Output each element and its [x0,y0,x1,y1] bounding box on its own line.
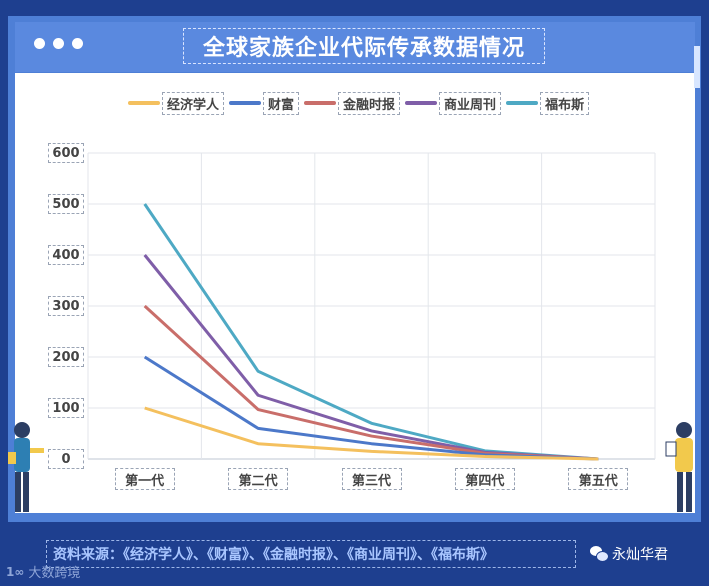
x-tick-label: 第二代 [228,468,289,490]
series-line [143,304,599,461]
y-tick-label: 100 [48,398,84,418]
series-line [144,406,599,461]
legend-swatch [405,101,438,105]
legend-item: 经济学人 [128,91,225,115]
y-tick-label: 0 [48,449,84,469]
x-tick-label: 第四代 [454,468,515,490]
wechat-icon [590,546,609,562]
y-tick-label: 400 [48,245,84,265]
legend-label: 财富 [263,91,300,115]
x-tick-label: 第三代 [341,468,402,490]
y-tick-label: 500 [48,194,84,214]
dot-icon [34,38,45,49]
legend-label: 商业周刊 [439,91,502,115]
x-tick-label: 第一代 [114,468,175,490]
source-note: 资料来源：《经济学人》、《财富》、《金融时报》、《商业周刊》、《福布斯》 [46,540,576,568]
legend-label: 福布斯 [540,91,590,115]
window-dots [34,38,83,49]
dot-icon [53,38,64,49]
chart-title: 全球家族企业代际传承数据情况 [183,28,545,64]
person-right-illustration [665,422,693,512]
side-strip [694,46,700,88]
legend-item: 金融时报 [304,91,401,115]
chart-grid [87,152,656,460]
chart-legend: 经济学人 财富 金融时报 商业周刊 福布斯 [128,91,594,115]
watermark: 1∞ 大数跨境 [6,562,81,582]
account-name: 永灿华君 [612,547,668,563]
y-tick-label: 200 [48,347,84,367]
legend-item: 福布斯 [506,91,590,115]
account-tag: 永灿华君 [590,542,668,566]
legend-swatch [304,101,337,105]
legend-item: 财富 [229,91,300,115]
watermark-text: 大数跨境 [28,566,81,581]
chart-panel [15,73,695,513]
legend-swatch [229,101,262,105]
y-tick-label: 300 [48,296,84,316]
legend-label: 金融时报 [338,91,401,115]
person-left-illustration [8,422,44,512]
legend-swatch [128,101,160,105]
legend-swatch [506,101,539,105]
legend-item: 商业周刊 [405,91,502,115]
legend-label: 经济学人 [162,91,225,115]
dot-icon [72,38,83,49]
watermark-logo-icon: 1∞ [6,564,25,579]
x-tick-label: 第五代 [568,468,629,490]
series-line [143,203,599,461]
chart-series-lines [143,203,599,461]
y-tick-label: 600 [48,143,84,163]
